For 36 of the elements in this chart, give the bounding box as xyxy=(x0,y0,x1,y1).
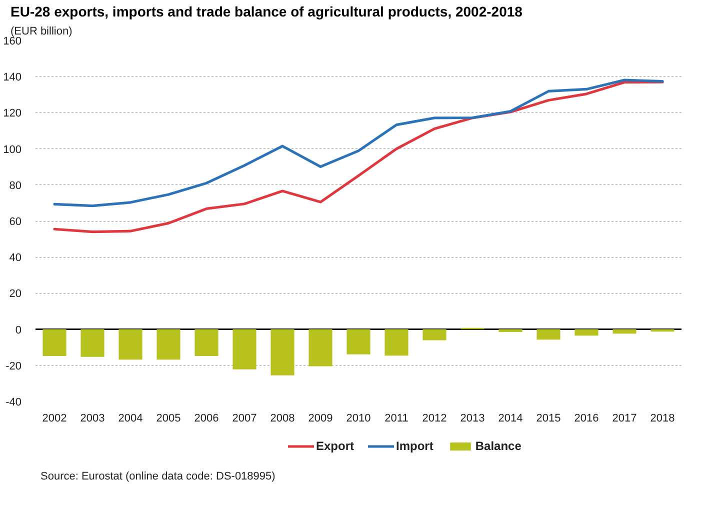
x-tick-label: 2009 xyxy=(308,412,333,424)
y-tick-label: -40 xyxy=(6,396,22,408)
x-tick-label: 2002 xyxy=(42,412,67,424)
x-tick-label: 2014 xyxy=(498,412,523,424)
legend-label: Export xyxy=(316,439,354,453)
x-tick-label: 2016 xyxy=(574,412,599,424)
x-tick-label: 2005 xyxy=(156,412,181,424)
legend-label: Balance xyxy=(475,439,522,453)
y-tick-label: 20 xyxy=(9,288,22,300)
x-tick-label: 2003 xyxy=(80,412,105,424)
chart-title: EU-28 exports, imports and trade balance of agricultural products, 2002-2018 xyxy=(10,4,523,20)
y-tick-label: -20 xyxy=(6,360,22,372)
y-tick-label: 120 xyxy=(3,108,22,120)
line-series xyxy=(53,78,664,208)
x-tick-label: 2013 xyxy=(460,412,485,424)
y-tick-label: 140 xyxy=(3,72,22,84)
x-tick-label: 2018 xyxy=(650,412,675,424)
y-tick-label: 80 xyxy=(9,180,22,192)
x-tick-label: 2006 xyxy=(194,412,219,424)
chart-subtitle: (EUR billion) xyxy=(10,26,72,38)
x-tick-label: 2015 xyxy=(536,412,561,424)
y-tick-label: 100 xyxy=(3,144,22,156)
y-tick-label: 0 xyxy=(15,324,22,336)
x-tick-label: 2017 xyxy=(612,412,637,424)
x-tick-label: 2004 xyxy=(118,412,143,424)
y-tick-label: 40 xyxy=(9,252,22,264)
legend-label: Import xyxy=(396,439,434,453)
x-tick-label: 2011 xyxy=(384,412,408,424)
x-tick-label: 2012 xyxy=(422,412,447,424)
y-tick-label: 60 xyxy=(9,216,22,228)
line-series xyxy=(53,80,664,234)
source-note: Source: Eurostat (online data code: DS-018995) xyxy=(40,470,276,482)
x-tick-label: 2007 xyxy=(232,412,257,424)
y-tick-label: 160 xyxy=(3,36,22,48)
x-tick-label: 2010 xyxy=(346,412,371,424)
x-tick-label: 2008 xyxy=(270,412,295,424)
